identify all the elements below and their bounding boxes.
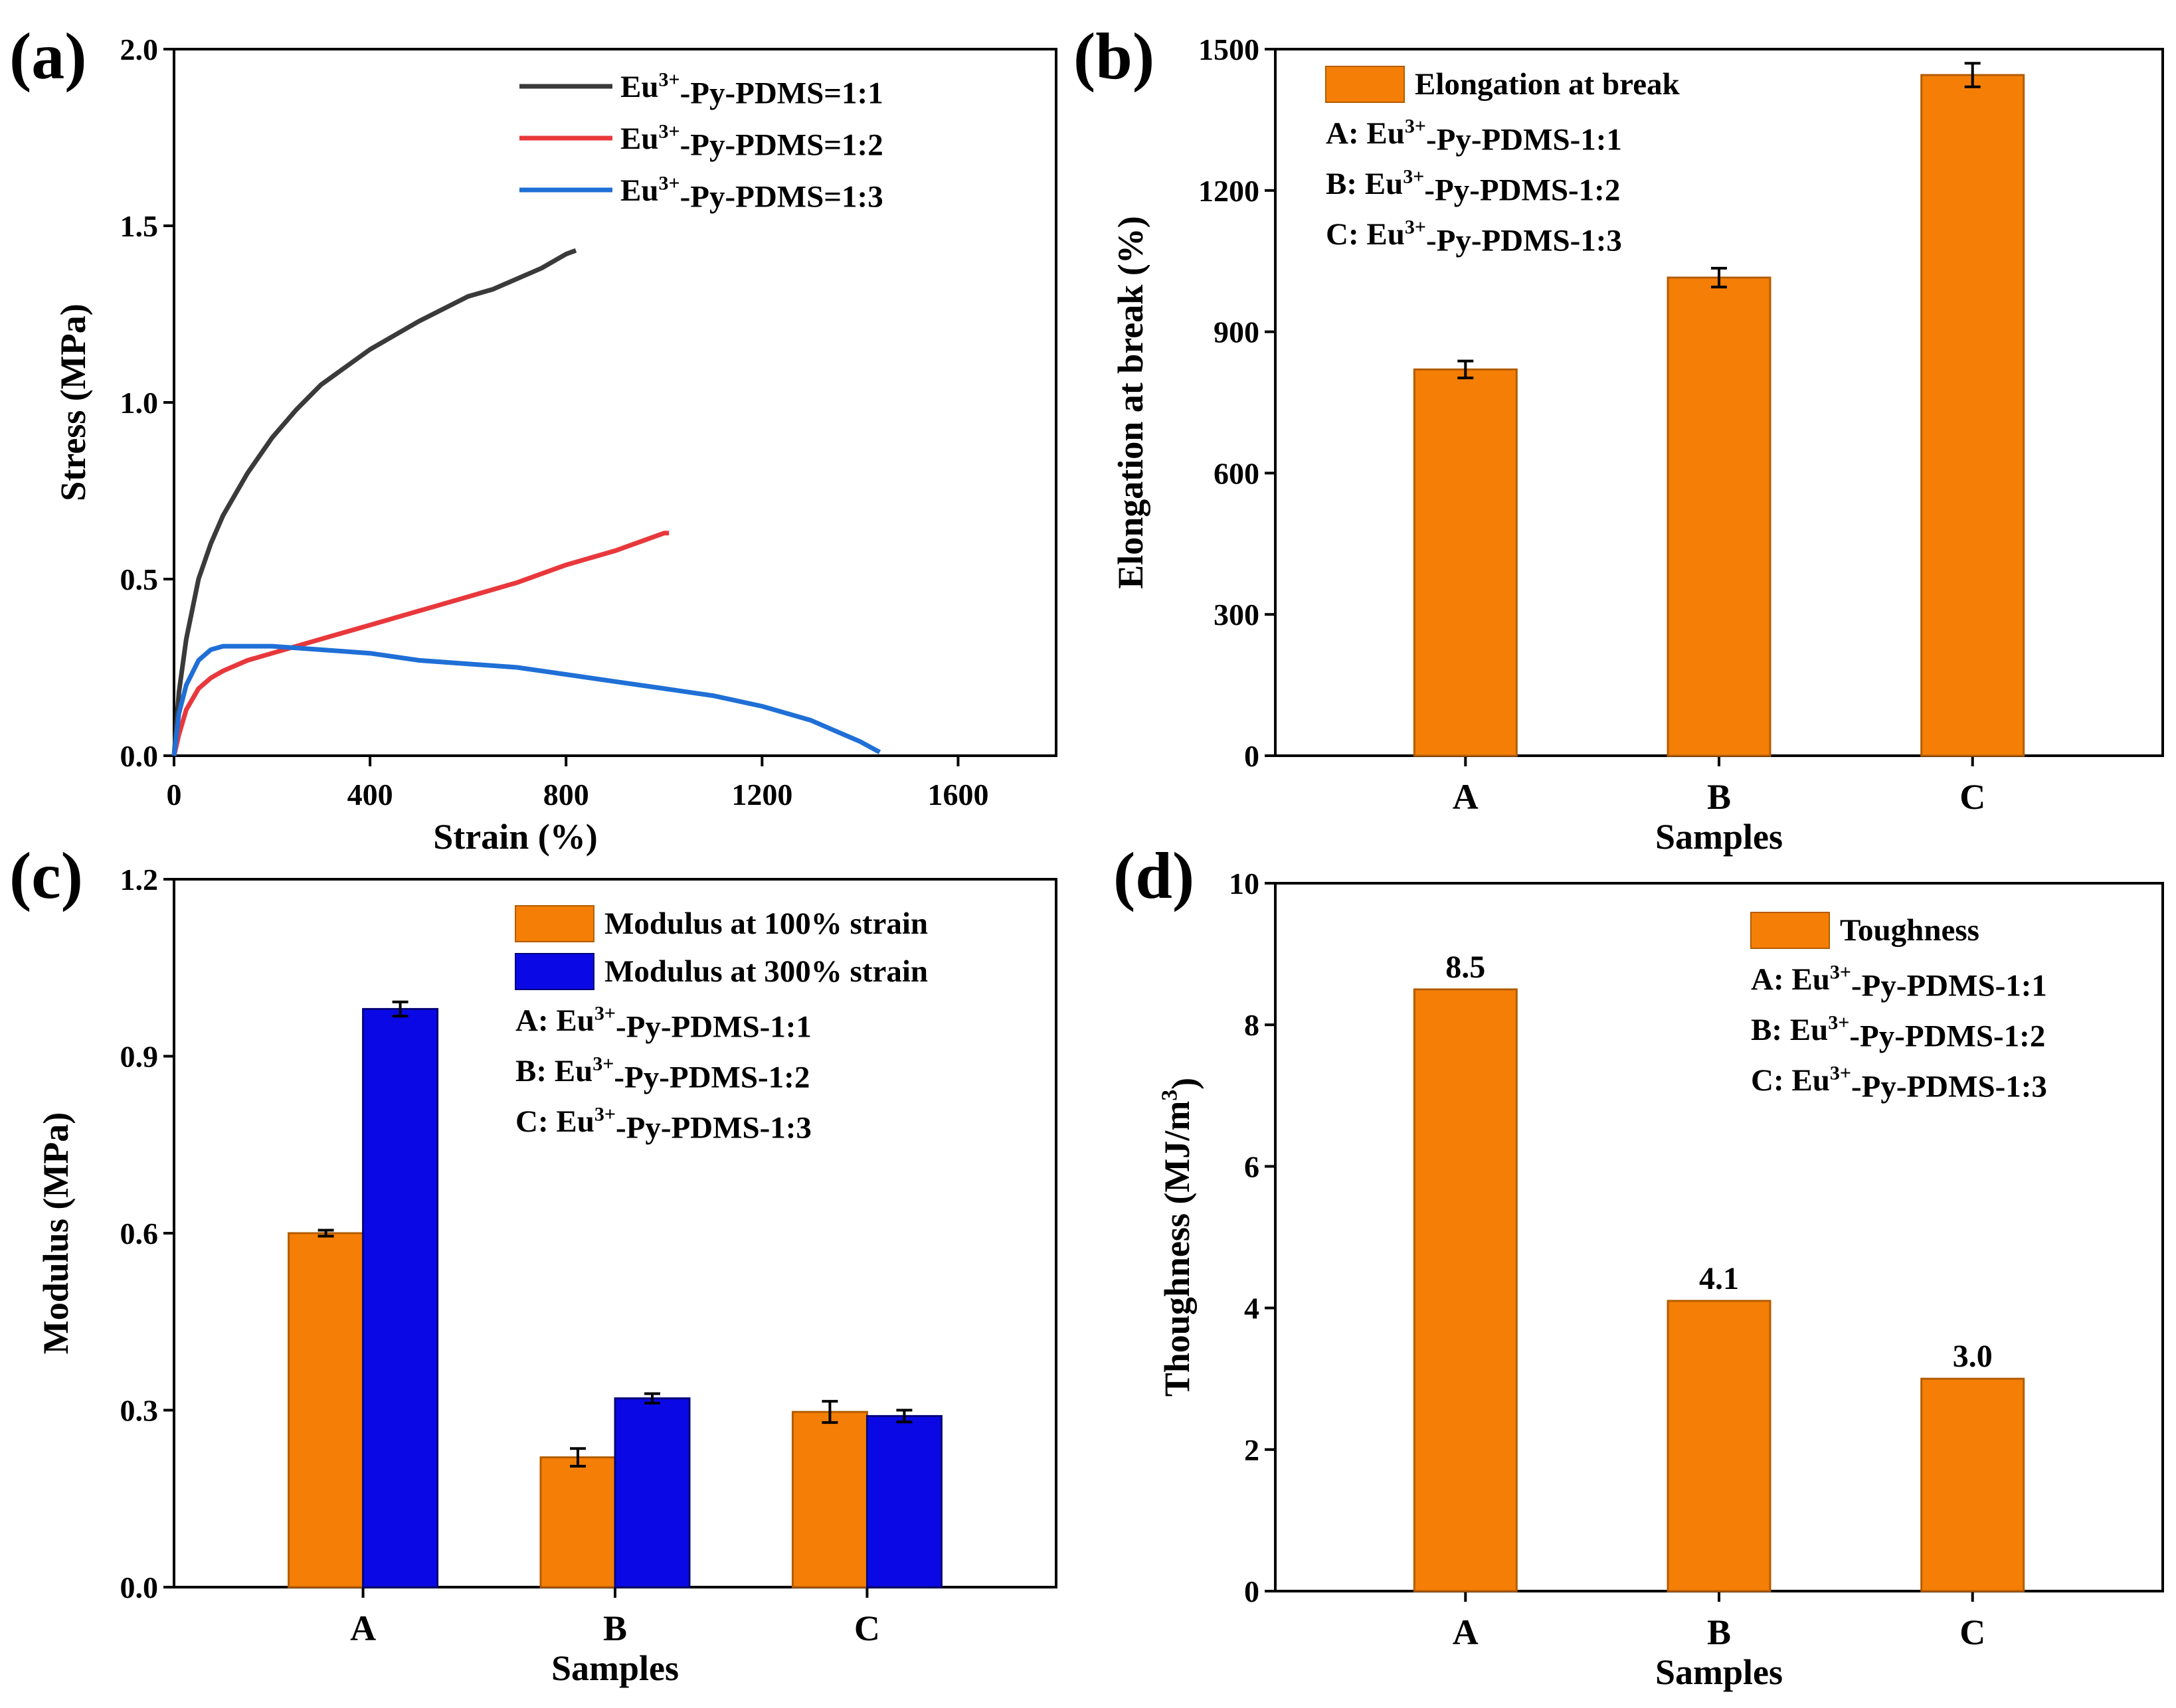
panel-c-ytick-label: 0.6 xyxy=(120,1217,159,1250)
bar-modulus-at-100-strain-A xyxy=(288,1232,365,1588)
panel-b-label: (b) xyxy=(1073,19,1154,93)
panel-b-category-label: B xyxy=(1707,777,1731,817)
legend-swatch-1 xyxy=(1325,66,1405,103)
legend-note-2: B: Eu3+-Py-PDMS-1:2 xyxy=(1751,1012,2045,1054)
panel-b-category-label: A xyxy=(1453,777,1479,817)
data-label-C: 3.0 xyxy=(1953,1339,1993,1374)
legend-label-1: Elongation at break xyxy=(1415,67,1680,102)
bar-modulus-at-100-strain-B xyxy=(539,1456,616,1588)
panel-c-ytick-label: 0.0 xyxy=(120,1571,159,1604)
panel-b-xlabel: Samples xyxy=(1655,817,1783,857)
panel-d-ylabel: Thoughness (MJ/m3) xyxy=(1157,1078,1204,1397)
panel-a-ytick-label: 0.5 xyxy=(120,562,159,596)
legend-swatch-1 xyxy=(515,905,594,942)
legend-note-3: C: Eu3+-Py-PDMS-1:3 xyxy=(515,1104,812,1146)
panel-a-label: (a) xyxy=(9,19,87,93)
legend-note-1: A: Eu3+-Py-PDMS-1:1 xyxy=(515,1003,812,1045)
panel-a-xtick-label: 800 xyxy=(543,778,589,811)
data-label-A: 8.5 xyxy=(1445,950,1485,985)
panel-d-ytick-label: 6 xyxy=(1244,1150,1259,1183)
panel-d-label: (d) xyxy=(1113,839,1194,912)
panel-b-ytick-label: 0 xyxy=(1244,739,1259,773)
panel-d-ytick-label: 0 xyxy=(1244,1575,1259,1608)
panel-a-xtick-label: 1600 xyxy=(927,778,988,811)
panel-a-ytick-label: 2.0 xyxy=(120,33,159,66)
panel-d-xlabel: Samples xyxy=(1655,1652,1783,1692)
panel-b-ytick-label: 300 xyxy=(1214,598,1259,632)
panel-c-ylabel: Modulus (MPa) xyxy=(36,1112,76,1355)
bar-modulus-at-300-strain-B xyxy=(614,1397,691,1588)
legend-label-2: Eu3+-Py-PDMS=1:2 xyxy=(620,121,883,163)
panel-b-ytick-label: 1500 xyxy=(1198,33,1259,66)
legend-note-3: C: Eu3+-Py-PDMS-1:3 xyxy=(1326,216,1622,258)
bar-toughness-A xyxy=(1413,988,1518,1592)
legend-swatch-2 xyxy=(515,953,594,990)
panel-d-category-label: B xyxy=(1707,1612,1731,1652)
panel-a-xtick-label: 400 xyxy=(347,778,393,811)
bar-elongation-at-break-C xyxy=(1920,74,2025,757)
legend-label-1: Toughness xyxy=(1840,913,1979,948)
legend-note-1: A: Eu3+-Py-PDMS-1:1 xyxy=(1751,962,2047,1003)
panel-b-ytick-label: 900 xyxy=(1214,315,1259,349)
legend-swatch-1 xyxy=(1750,912,1830,949)
series-line-3 xyxy=(171,643,881,756)
legend-label-3: Eu3+-Py-PDMS=1:3 xyxy=(620,173,883,214)
panel-c-category-label: B xyxy=(603,1608,627,1648)
panel-d: (d) 0 2 4 6 8 10 A B C Samples Thoughness (MJ/m3) 8.… xyxy=(1113,839,2164,1692)
panel-a-xlabel: Strain (%) xyxy=(433,817,597,857)
bar-modulus-at-100-strain-C xyxy=(791,1410,868,1588)
panel-a-xtick-label: 1200 xyxy=(731,778,792,811)
bar-modulus-at-300-strain-A xyxy=(362,1007,439,1588)
panel-c-category-label: C xyxy=(854,1608,880,1648)
panel-a-xtick-label: 0 xyxy=(167,778,182,811)
legend-label-1: Eu3+-Py-PDMS=1:1 xyxy=(620,69,883,111)
panel-c-ytick-label: 0.9 xyxy=(120,1040,159,1074)
panel-b-ytick-label: 600 xyxy=(1214,456,1259,490)
panel-a-ylabel: Stress (MPa) xyxy=(53,303,93,501)
panel-c-ytick-label: 0.3 xyxy=(120,1394,159,1428)
legend-note-2: B: Eu3+-Py-PDMS-1:2 xyxy=(515,1053,810,1095)
panel-b: (b) 0 300 600 900 1200 1500 A B C Samples Elongatio… xyxy=(1073,19,2164,857)
panel-b-ytick-label: 1200 xyxy=(1198,174,1259,208)
bar-modulus-at-300-strain-C xyxy=(865,1414,943,1588)
panel-d-category-label: A xyxy=(1453,1612,1479,1652)
data-label-B: 4.1 xyxy=(1699,1261,1739,1296)
panel-a-ytick-label: 0.0 xyxy=(120,739,159,773)
panel-c-category-label: A xyxy=(350,1608,376,1648)
panel-c-label: (c) xyxy=(9,839,83,912)
panel-c: (c) 0.0 0.3 0.6 0.9 1.2 A B C Samples Modulus (MPa… xyxy=(9,839,1057,1688)
panel-a: (a) 0.0 0.5 1.0 1.5 2.0 0 400 800 1200 1600 Strain … xyxy=(9,19,1057,857)
bar-elongation-at-break-A xyxy=(1413,368,1518,757)
legend-label-2: Modulus at 300% strain xyxy=(604,954,928,989)
bar-elongation-at-break-B xyxy=(1667,276,1771,757)
panel-b-category-label: C xyxy=(1959,777,1985,817)
panel-a-ytick-label: 1.5 xyxy=(120,209,159,243)
panel-d-ytick-label: 4 xyxy=(1244,1292,1259,1325)
legend-note-2: B: Eu3+-Py-PDMS-1:2 xyxy=(1326,166,1620,208)
panel-c-xlabel: Samples xyxy=(551,1648,679,1688)
legend-label-1: Modulus at 100% strain xyxy=(604,906,928,941)
bar-toughness-B xyxy=(1667,1300,1771,1592)
legend-note-3: C: Eu3+-Py-PDMS-1:3 xyxy=(1751,1063,2047,1104)
panel-c-ytick-label: 1.2 xyxy=(120,863,159,897)
panel-d-category-label: C xyxy=(1959,1612,1985,1652)
bar-toughness-C xyxy=(1920,1377,2025,1592)
panel-a-ytick-label: 1.0 xyxy=(120,386,159,420)
series-line-2 xyxy=(171,531,670,756)
panel-d-ytick-label: 10 xyxy=(1229,867,1259,900)
legend-note-1: A: Eu3+-Py-PDMS-1:1 xyxy=(1326,116,1622,157)
panel-b-ylabel: Elongation at break (%) xyxy=(1111,216,1150,589)
panel-d-ytick-label: 8 xyxy=(1244,1008,1259,1042)
series-line-1 xyxy=(171,248,577,756)
panel-d-ytick-label: 2 xyxy=(1244,1433,1259,1467)
